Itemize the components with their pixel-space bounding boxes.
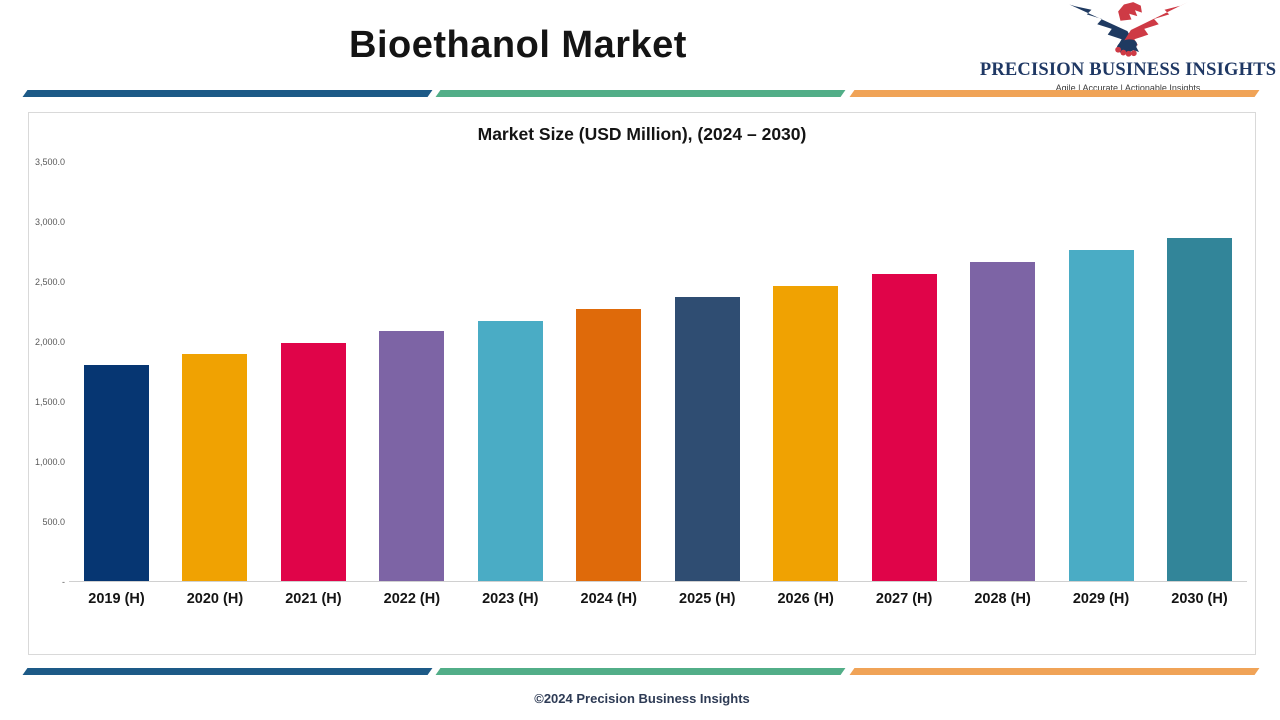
bar-2025 (674, 296, 740, 581)
divider-segment-blue (22, 90, 433, 97)
y-axis-label: 2,500.0 (34, 277, 65, 287)
divider-segment-orange (849, 668, 1260, 675)
bar-2027 (871, 273, 937, 581)
x-axis-label: 2028 (H) (974, 591, 1031, 607)
company-logo: PRECISION BUSINESS INSIGHTS Agile | Accu… (979, 0, 1277, 93)
x-axis-label: 2023 (H) (482, 591, 539, 607)
bar-2021 (280, 343, 346, 581)
y-axis-label: 1,000.0 (34, 457, 65, 467)
y-axis-label: 3,000.0 (34, 217, 65, 227)
y-axis-label: 3,500.0 (34, 157, 65, 167)
bar-2028 (970, 261, 1036, 581)
y-axis-label: 500.0 (42, 517, 65, 527)
bar-2029 (1068, 249, 1134, 581)
x-axis-label: 2027 (H) (875, 591, 933, 607)
divider-segment-green (435, 668, 847, 675)
y-axis-label: - (62, 577, 65, 587)
x-axis-label: 2020 (H) (186, 591, 244, 607)
page-title: Bioethanol Market (349, 24, 687, 66)
top-divider (22, 90, 1260, 97)
bar-2026 (773, 285, 839, 581)
x-axis-label: 2024 (H) (580, 591, 637, 607)
y-axis-label: 1,500.0 (34, 397, 65, 407)
bars-row (69, 162, 1247, 582)
eagle-logo-icon (1069, 2, 1188, 57)
bottom-divider (22, 668, 1260, 675)
y-axis: 3,500.0 3,000.0 2,500.0 2,000.0 1,500.0 1,000… (29, 157, 65, 587)
bar-2019 (84, 365, 149, 581)
bar-2022 (379, 331, 445, 581)
x-axis-label: 2022 (H) (383, 591, 441, 607)
x-axis-label: 2029 (H) (1072, 591, 1130, 607)
chart-container: Market Size (USD Million), (2024 – 2030)… (28, 112, 1256, 655)
logo-tagline: Agile | Accurate | Actionable Insights (1055, 83, 1201, 93)
copyright-text: ©2024 Precision Business Insights (534, 691, 750, 706)
bar-2030 (1166, 237, 1232, 581)
logo-company-name: PRECISION BUSINESS INSIGHTS (979, 60, 1277, 80)
divider-segment-green (435, 90, 847, 97)
divider-segment-blue (22, 668, 433, 675)
divider-segment-orange (849, 90, 1260, 97)
x-axis-label: 2025 (H) (679, 591, 736, 607)
x-axis-label: 2021 (H) (285, 591, 342, 607)
x-axis-label: 2030 (H) (1171, 591, 1228, 607)
bar-2024 (576, 308, 642, 581)
y-axis-label: 2,000.0 (34, 337, 65, 347)
x-axis-label: 2026 (H) (777, 591, 834, 607)
plot-area (69, 162, 1247, 582)
x-axis: 2019 (H) 2020 (H) 2021 (H) 2022 (H) 2023 (H)… (69, 591, 1247, 607)
bar-2023 (477, 320, 543, 581)
x-axis-label: 2019 (H) (88, 591, 145, 607)
bar-2020 (182, 354, 248, 581)
chart-title: Market Size (USD Million), (2024 – 2030) (477, 124, 807, 144)
